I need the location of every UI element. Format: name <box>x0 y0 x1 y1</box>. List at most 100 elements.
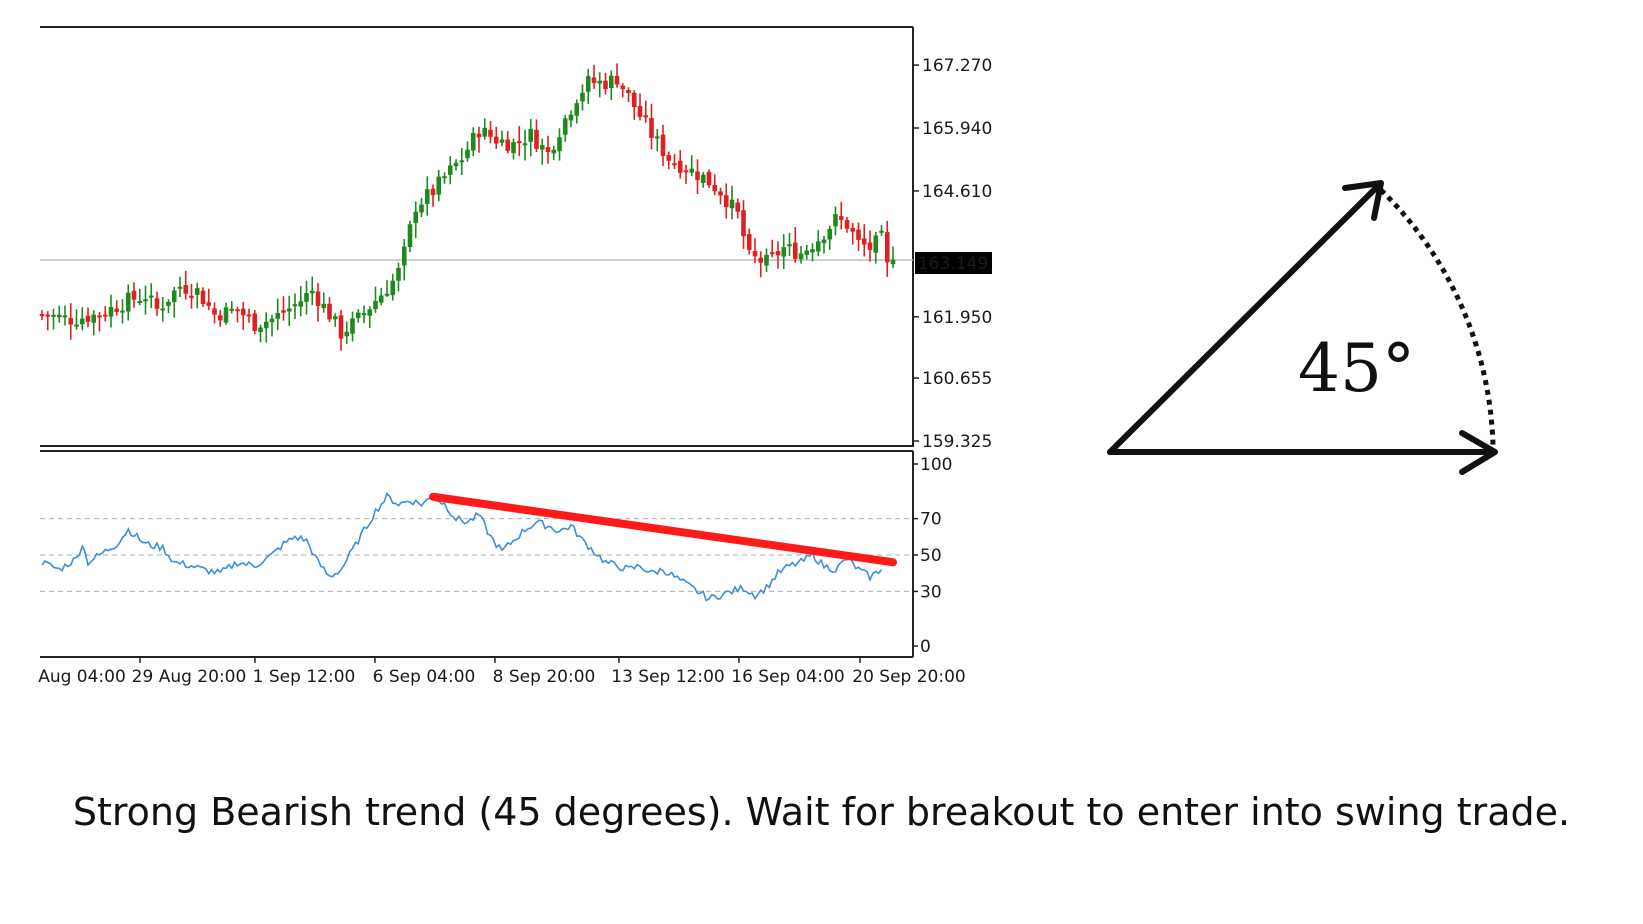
rsi-tick-label: 0 <box>920 637 931 657</box>
bull-candle-body <box>465 149 470 159</box>
bear-candle-body <box>867 242 873 250</box>
bear-candle-body <box>85 315 91 322</box>
bear-candle-body <box>131 290 137 300</box>
diagonal-arrow <box>1107 181 1383 455</box>
bear-candle-body <box>746 234 752 250</box>
bear-candle-body <box>505 139 511 151</box>
bear-candle-body <box>672 163 677 166</box>
bear-candle-body <box>758 257 764 263</box>
bull-candle-body <box>580 92 585 102</box>
bull-candle-body <box>108 307 114 317</box>
time-tick-label: 16 Sep 04:00 <box>731 667 844 687</box>
bull-candle-body <box>367 309 373 316</box>
bear-candle-body <box>488 129 493 137</box>
bear-candle-body <box>154 298 160 309</box>
baseline-arrowhead <box>1459 430 1498 475</box>
bear-candle-body <box>430 188 436 196</box>
bear-candle-body <box>281 310 286 313</box>
bull-candle-body <box>79 318 85 325</box>
price-tick-label: 159.325 <box>922 432 992 452</box>
price-badge: 163.149 <box>915 252 992 274</box>
bull-candle-body <box>522 143 528 146</box>
diagonal-arrowhead <box>1342 180 1384 221</box>
bull-candle-body <box>373 300 378 310</box>
bull-candle-body <box>654 136 660 139</box>
bear-candle-body <box>217 315 223 321</box>
bull-candle-body <box>275 312 281 319</box>
bear-candle-body <box>677 160 683 173</box>
bear-candle-body <box>493 136 499 144</box>
bear-candle-body <box>637 106 643 117</box>
bear-candle-body <box>695 171 700 181</box>
bull-candle-body <box>309 290 315 294</box>
angle-label: 45° <box>1298 330 1415 407</box>
bull-candle-body <box>804 250 810 255</box>
bull-candle-body <box>442 176 447 179</box>
bear-candle-body <box>683 170 689 173</box>
bull-candle-body <box>229 308 235 311</box>
bear-candle-body <box>620 85 626 90</box>
bull-candle-body <box>499 139 505 143</box>
bull-candle-body <box>815 241 821 252</box>
bear-candle-body <box>706 171 712 186</box>
bear-candle-body <box>591 77 597 84</box>
angle-diagram: 45° <box>1107 180 1498 475</box>
bull-candle-body <box>286 308 292 312</box>
angle-arc <box>1379 188 1496 446</box>
bear-candle-body <box>666 155 672 161</box>
bull-candle-body <box>689 168 695 173</box>
bear-candle-body <box>97 315 102 318</box>
bear-candle-body <box>206 302 212 306</box>
bear-candle-body <box>614 75 620 85</box>
bull-candle-body <box>56 314 62 318</box>
bull-candle-body <box>91 314 97 323</box>
bear-candle-body <box>643 115 649 118</box>
bull-candle-body <box>424 189 430 204</box>
time-tick-label: Aug 04:00 <box>38 667 126 687</box>
rsi-tick-label: 100 <box>920 455 952 475</box>
bull-candle-body <box>833 214 838 227</box>
rsi-tick-label: 50 <box>920 546 942 566</box>
bear-candle-body <box>102 314 108 317</box>
bull-candle-body <box>137 300 143 303</box>
bull-candle-body <box>160 308 166 311</box>
bull-candle-body <box>798 253 804 260</box>
bull-candle-body <box>304 292 309 302</box>
bear-candle-body <box>212 308 217 315</box>
bear-candle-body <box>545 147 551 152</box>
bear-candle-body <box>45 314 51 317</box>
bull-candle-body <box>700 174 706 183</box>
bull-candle-body <box>890 259 896 265</box>
bull-candle-body <box>781 247 787 257</box>
bull-candle-body <box>528 128 534 142</box>
bull-candle-body <box>407 224 413 248</box>
bull-candle-body <box>332 316 338 320</box>
bull-candle-body <box>436 176 442 195</box>
bear-candle-body <box>235 309 240 312</box>
time-tick-label: 29 Aug 20:00 <box>132 667 247 687</box>
time-tick-label: 6 Sep 04:00 <box>373 667 476 687</box>
bull-candle-body <box>396 267 401 281</box>
bull-candle-body <box>355 312 361 319</box>
bull-candle-body <box>166 301 171 306</box>
bull-candle-body <box>729 199 735 209</box>
price-tick-label: 164.610 <box>922 182 992 202</box>
bull-candle-body <box>470 132 476 151</box>
bear-candle-body <box>631 92 637 108</box>
bull-candle-body <box>453 162 459 167</box>
price-badge-label: 163.149 <box>918 254 988 274</box>
bull-candle-body <box>568 114 574 121</box>
chart-caption: Strong Bearish trend (45 degrees). Wait … <box>72 790 1571 834</box>
bull-candle-body <box>171 290 177 303</box>
bull-candle-body <box>810 249 815 253</box>
bull-candle-body <box>378 295 384 303</box>
bear-candle-body <box>603 80 608 90</box>
bull-candle-body <box>344 331 350 337</box>
bear-candle-body <box>516 141 522 144</box>
bull-candle-body <box>125 292 131 312</box>
bull-candle-body <box>401 246 407 266</box>
bull-candle-body <box>447 165 453 175</box>
bear-candle-body <box>200 290 206 305</box>
bull-candle-body <box>562 118 568 135</box>
bull-candle-body <box>321 303 327 309</box>
